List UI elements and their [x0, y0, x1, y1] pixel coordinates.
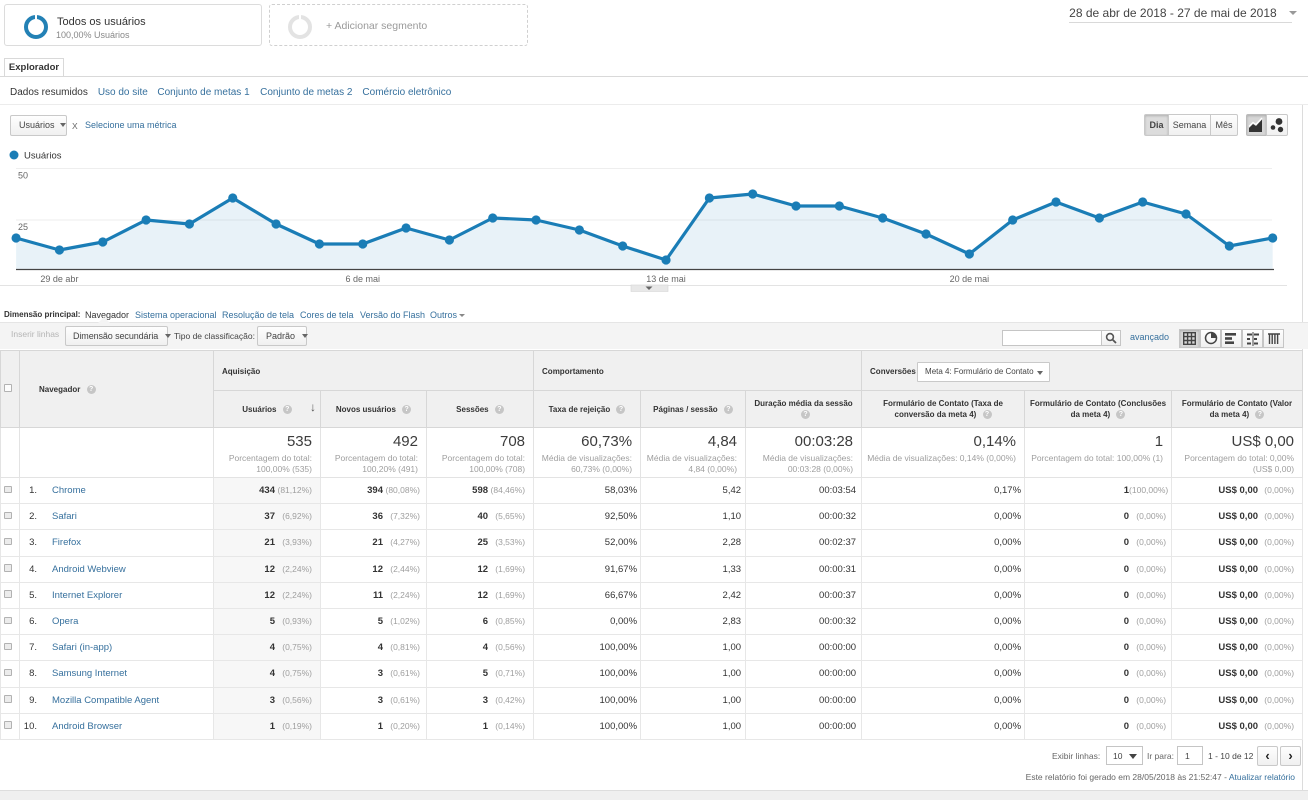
svg-text:25: 25 — [18, 222, 28, 232]
svg-text:Usuários: Usuários — [24, 151, 62, 162]
svg-text:50: 50 — [18, 171, 28, 181]
svg-text:29 de abr: 29 de abr — [40, 274, 78, 284]
svg-text:20 de mai: 20 de mai — [950, 274, 990, 284]
svg-text:6 de mai: 6 de mai — [345, 274, 380, 284]
svg-text:13 de mai: 13 de mai — [646, 274, 686, 284]
